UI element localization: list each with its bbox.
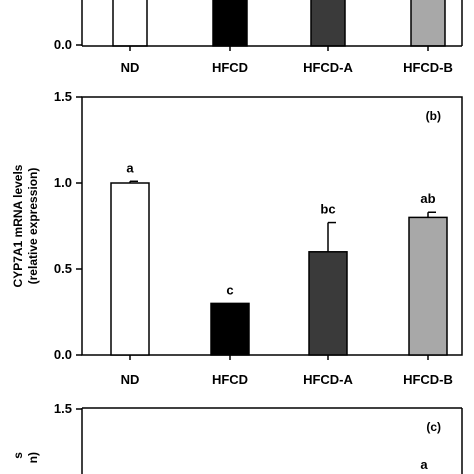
panel-c-y-label-fragment-1: s <box>11 452 25 459</box>
panel-b-sig-label-3: ab <box>420 191 435 206</box>
panel-a-bar-1 <box>212 0 248 47</box>
panel-b-frame <box>81 96 463 356</box>
panel-b-bar-2 <box>308 251 348 356</box>
panel-b-x-tick-0: ND <box>121 372 140 387</box>
panel-c: 1.5 (c) a s n) <box>11 401 463 474</box>
panel-b-x-tick-2: HFCD-A <box>303 372 353 387</box>
panel-b-sig-label-1: c <box>226 282 233 297</box>
panel-a-x-tick-2: HFCD-A <box>303 60 353 75</box>
panel-b-sig-label-2: bc <box>320 202 335 217</box>
panel-a: 0.0 ND HFCD HFCD-A HFCD-B <box>54 0 463 75</box>
panel-a-x-tick-1: HFCD <box>212 60 248 75</box>
panel-b-y-tick-1: 0.5 <box>54 261 72 276</box>
panel-b: 0.0 0.5 1.0 1.5 a c bc ab ND HFCD HFCD-A HFCD-B (… <box>11 89 463 387</box>
panel-a-bar-0 <box>112 0 148 47</box>
panel-b-bar-0 <box>110 182 150 356</box>
panel-b-y-tick-0: 0.0 <box>54 347 72 362</box>
panel-b-y-tick-2: 1.0 <box>54 175 72 190</box>
panel-b-bar-3 <box>408 216 448 356</box>
panel-c-sig-label: a <box>420 457 428 472</box>
panel-c-y-label-fragment-2: n) <box>26 452 40 463</box>
panel-c-y-tick-0: 1.5 <box>54 401 72 416</box>
panel-b-sig-label-0: a <box>126 160 134 175</box>
panel-a-bar-3 <box>410 0 446 47</box>
panel-a-x-tick-0: ND <box>121 60 140 75</box>
panel-b-x-tick-1: HFCD <box>212 372 248 387</box>
panel-b-bar-1 <box>210 302 250 356</box>
panel-b-y-axis-label-line2: (relative expression) <box>26 168 40 285</box>
panel-c-label: (c) <box>426 420 441 434</box>
panel-b-x-tick-3: HFCD-B <box>403 372 453 387</box>
panel-b-label: (b) <box>426 109 441 123</box>
panel-a-y-tick-0: 0.0 <box>54 37 72 52</box>
panel-b-y-axis-label-line1: CYP7A1 mRNA levels <box>11 164 25 287</box>
panel-a-bar-2 <box>310 0 346 47</box>
panel-b-y-tick-3: 1.5 <box>54 89 72 104</box>
panel-a-x-tick-3: HFCD-B <box>403 60 453 75</box>
